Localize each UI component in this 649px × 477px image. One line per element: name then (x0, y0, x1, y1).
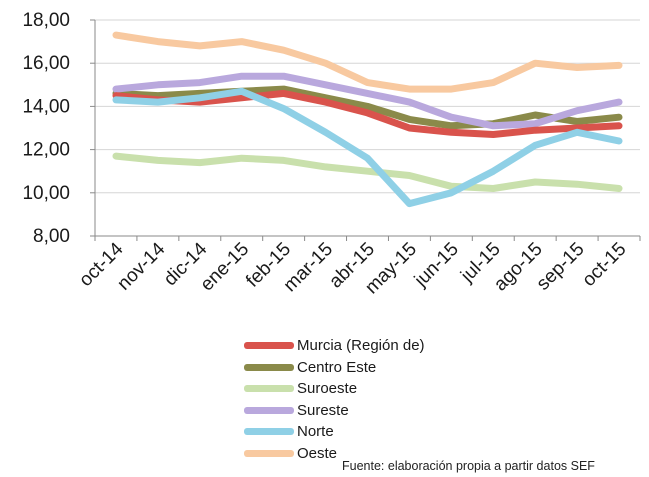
y-tick-label: 16,00 (22, 53, 70, 74)
series-line-oeste (112, 31, 623, 93)
legend-item: Centro Este (244, 357, 425, 379)
x-axis-tick-labels: oct-14nov-14dic-14ene-15feb-15mar-15abr-… (75, 238, 630, 298)
y-axis-tick-labels: 8,00 10,00 12,00 14,00 16,00 18,00 (22, 10, 70, 247)
series-line-centro-este (112, 85, 623, 130)
series-lines (112, 31, 623, 208)
x-tick-label: ene-15 (197, 239, 254, 296)
legend: Murcia (Región de) Centro Este Suroeste Sur… (244, 335, 425, 464)
legend-label: Centro Este (297, 358, 377, 376)
y-tick-label: 12,00 (22, 140, 70, 161)
x-tick-label: jun-15 (410, 239, 463, 292)
y-tick-label: 10,00 (22, 183, 70, 204)
legend-label: Sureste (297, 401, 349, 419)
y-tick-label: 18,00 (22, 10, 70, 31)
legend-label: Murcia (Región de) (297, 337, 425, 355)
series-line-murcia-regi-n-de (112, 89, 623, 138)
legend-swatch (244, 342, 294, 350)
series-line-sureste (112, 72, 623, 130)
series-line-norte (112, 87, 623, 208)
legend-item: Sureste (244, 400, 425, 422)
legend-item: Murcia (Región de) (244, 335, 425, 357)
series-line-suroeste (112, 152, 623, 192)
y-tick-label: 14,00 (22, 96, 70, 117)
axes (90, 19, 641, 241)
y-tick-label: 8,00 (33, 226, 70, 247)
legend-swatch (244, 363, 294, 371)
legend-swatch (244, 406, 294, 414)
x-tick-label: oct-15 (578, 239, 630, 291)
x-tick-label: ago-15 (490, 239, 547, 296)
legend-label: Oeste (297, 444, 338, 462)
legend-item: Suroeste (244, 378, 425, 400)
x-tick-label: nov-14 (113, 238, 169, 294)
x-tick-label: sep-15 (533, 239, 589, 295)
legend-label: Norte (297, 423, 334, 441)
legend-item: Oeste (244, 443, 425, 465)
legend-swatch (244, 385, 294, 393)
legend-swatch (244, 449, 294, 457)
source-note: Fuente: elaboración propia a partir dato… (342, 459, 595, 473)
legend-swatch (244, 428, 294, 436)
legend-label: Suroeste (297, 380, 358, 398)
legend-item: Norte (244, 421, 425, 443)
